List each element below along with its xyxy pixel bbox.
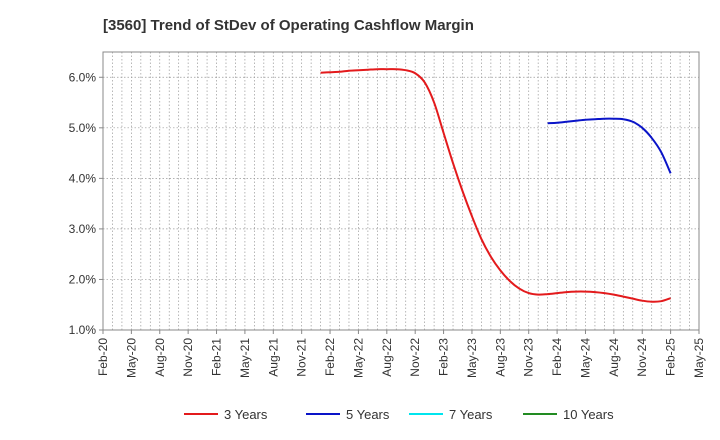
x-tick-label: May-25	[692, 338, 706, 378]
plot-area	[102, 51, 700, 331]
x-tick-label: May-24	[578, 338, 592, 378]
x-tick-label: Nov-21	[295, 338, 309, 377]
x-tick-label: Nov-20	[181, 338, 195, 377]
y-tick-label: 4.0%	[69, 171, 97, 185]
x-tick-label: Aug-20	[153, 338, 167, 377]
chart-title: [3560] Trend of StDev of Operating Cashf…	[103, 17, 474, 34]
x-tick-label: Aug-23	[493, 338, 507, 377]
x-tick-label: Feb-20	[96, 338, 110, 376]
x-tick-label: May-23	[465, 338, 479, 378]
legend-label-5-years: 5 Years	[346, 407, 390, 422]
legend-label-3-years: 3 Years	[224, 407, 268, 422]
x-tick-label: Nov-22	[408, 338, 422, 377]
x-tick-label: May-20	[124, 338, 138, 378]
y-tick-label: 3.0%	[69, 222, 97, 236]
series-line-3-years	[320, 68, 671, 303]
x-tick-label: Feb-23	[437, 338, 451, 376]
x-tick-label: May-22	[351, 338, 365, 378]
y-tick-label: 1.0%	[69, 323, 97, 337]
y-tick-label: 2.0%	[69, 272, 97, 286]
x-tick-label: Feb-25	[664, 338, 678, 376]
x-tick-label: Feb-22	[323, 338, 337, 376]
legend: 3 Years 5 Years 7 Years 10 Years	[184, 407, 614, 422]
x-tick-label: May-21	[238, 338, 252, 378]
plot-border	[102, 51, 700, 331]
legend-label-10-years: 10 Years	[563, 407, 614, 422]
y-tick-label: 6.0%	[69, 70, 97, 84]
y-tick-label: 5.0%	[69, 121, 97, 135]
x-tick-label: Aug-22	[380, 338, 394, 377]
x-tick-label: Feb-24	[550, 338, 564, 376]
x-tick-label: Aug-21	[266, 338, 280, 377]
series-line-5-years	[547, 117, 672, 174]
x-axis: Feb-20 May-20 Aug-20 Nov-20 Feb-21 May-21 Aug-…	[96, 330, 706, 378]
grid	[102, 52, 700, 331]
series-lines	[320, 68, 672, 303]
x-tick-label: Nov-24	[635, 338, 649, 377]
y-axis: 1.0% 2.0% 3.0% 4.0% 5.0% 6.0%	[69, 70, 103, 337]
x-tick-label: Nov-23	[522, 338, 536, 377]
x-tick-label: Aug-24	[607, 338, 621, 377]
x-tick-label: Feb-21	[210, 338, 224, 376]
legend-label-7-years: 7 Years	[449, 407, 493, 422]
